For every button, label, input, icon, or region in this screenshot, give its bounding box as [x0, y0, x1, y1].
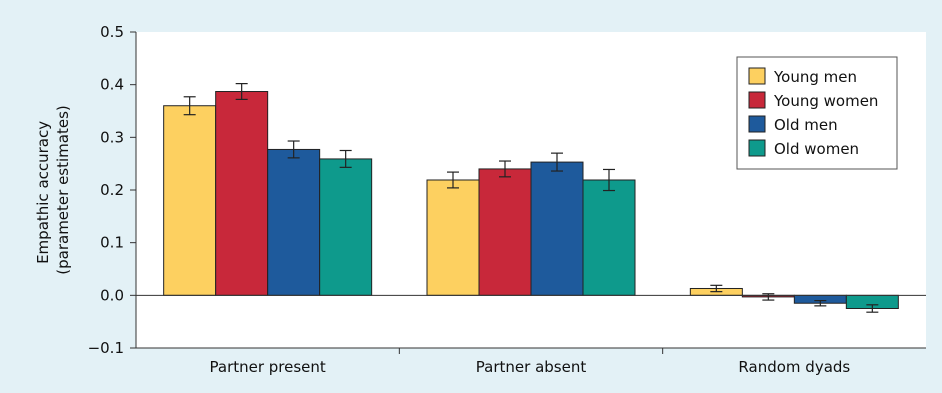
legend-label: Old men	[774, 116, 838, 134]
y-tick-label: 0.1	[100, 234, 124, 252]
error-bar	[339, 149, 352, 168]
error-bar	[814, 300, 827, 307]
error-bar	[447, 171, 459, 189]
bar	[215, 91, 269, 296]
error-bars-layer	[183, 83, 879, 313]
bar	[163, 105, 217, 296]
x-category-label: Partner present	[210, 358, 326, 376]
x-category-label: Partner absent	[476, 358, 587, 376]
y-axis-title: Empathic accuracy (parameter estimates)	[34, 105, 72, 274]
y-ticks: −0.1 0.0 0.1 0.2 0.3 0.4 0.5	[88, 23, 136, 357]
bar	[267, 148, 321, 296]
error-bar	[499, 160, 511, 178]
y-axis-title-line-2: (parameter estimates)	[54, 105, 72, 274]
legend-label: Old women	[774, 140, 859, 158]
bar	[426, 179, 480, 296]
error-bar	[551, 152, 563, 172]
legend: Young men Young women Old men Old women	[736, 56, 898, 170]
y-tick-label: 0.4	[100, 76, 124, 94]
y-tick-label: 0.2	[100, 181, 124, 199]
error-bar	[603, 168, 615, 192]
error-bar	[762, 293, 775, 301]
legend-label: Young women	[773, 92, 878, 110]
y-axis-title-line-1: Empathic accuracy	[34, 121, 52, 264]
y-tick-label: 0.3	[100, 128, 124, 146]
error-bar	[183, 96, 196, 116]
y-tick-label: 0.0	[100, 286, 124, 304]
error-bar	[710, 284, 723, 293]
legend-swatch	[748, 139, 766, 157]
x-ticks: Partner present Partner absent Random dyad…	[210, 348, 850, 376]
y-tick-label: −0.1	[88, 339, 124, 357]
bar	[530, 161, 584, 296]
legend-swatch	[748, 91, 766, 109]
x-category-label: Random dyads	[738, 358, 850, 376]
bar	[478, 168, 532, 296]
bar	[582, 179, 636, 296]
error-bar	[235, 83, 248, 101]
error-bar	[287, 140, 300, 159]
legend-label: Young men	[773, 68, 857, 86]
y-tick-label: 0.5	[100, 23, 124, 41]
bar	[319, 158, 373, 296]
legend-swatch	[748, 67, 766, 85]
error-bar	[866, 304, 879, 313]
legend-swatch	[748, 115, 766, 133]
